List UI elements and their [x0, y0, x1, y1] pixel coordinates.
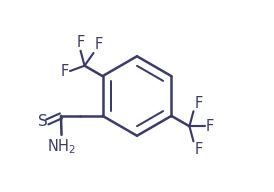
Text: F: F: [76, 35, 85, 50]
Text: S: S: [38, 114, 48, 129]
Text: F: F: [206, 119, 214, 134]
Text: F: F: [194, 142, 202, 157]
Text: F: F: [61, 64, 69, 79]
Text: NH$_2$: NH$_2$: [47, 137, 76, 156]
Text: F: F: [194, 96, 202, 111]
Text: F: F: [95, 37, 103, 52]
